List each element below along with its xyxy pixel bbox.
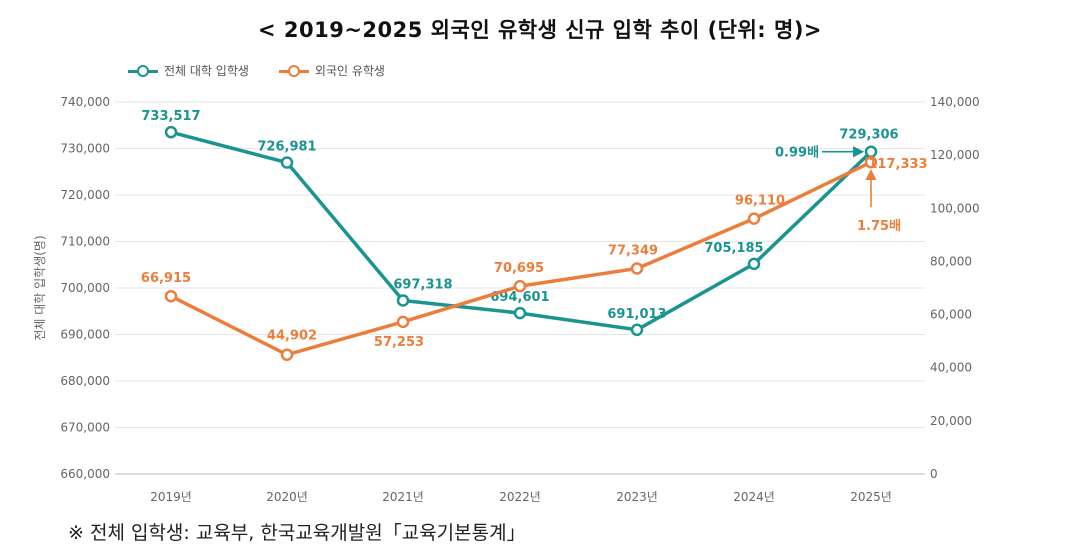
data-label: 44,902 bbox=[267, 329, 317, 344]
y-left-tick-label: 660,000 bbox=[60, 467, 110, 481]
data-point bbox=[396, 315, 410, 329]
data-point bbox=[280, 348, 294, 361]
data-point bbox=[864, 155, 878, 169]
legend-label-foreign: 외국인 유학생 bbox=[314, 64, 385, 78]
data-point bbox=[747, 257, 761, 271]
data-label: 729,306 bbox=[839, 128, 898, 143]
y-left-tick-label: 700,000 bbox=[60, 281, 110, 295]
x-tick-label: 2019년 bbox=[150, 490, 192, 504]
data-label: 733,517 bbox=[141, 109, 200, 124]
x-tick-label: 2021년 bbox=[382, 490, 424, 504]
data-label: 77,349 bbox=[608, 243, 658, 258]
source-note: ※ 전체 입학생: 교육부, 한국교육개발원「교육기본통계」 bbox=[68, 522, 526, 544]
y-left-tick-label: 670,000 bbox=[60, 421, 110, 435]
y-left-tick-label: 740,000 bbox=[60, 95, 110, 109]
data-point bbox=[164, 125, 178, 139]
series-line-foreign bbox=[170, 160, 872, 357]
annotation-total: 0.99배 bbox=[775, 145, 819, 161]
y-right-tick-label: 0 bbox=[930, 467, 938, 481]
data-point bbox=[396, 294, 410, 307]
x-tick-label: 2025년 bbox=[850, 490, 892, 504]
data-point bbox=[747, 212, 761, 225]
data-point bbox=[164, 289, 178, 303]
annotation-foreign: 1.75배 bbox=[857, 218, 901, 234]
data-point bbox=[630, 262, 644, 275]
y-left-tick-label: 710,000 bbox=[60, 235, 110, 249]
chart-legend: 전체 대학 입학생 외국인 유학생 bbox=[128, 62, 385, 79]
data-label: 697,318 bbox=[393, 277, 452, 292]
data-label: 96,110 bbox=[735, 194, 785, 209]
x-tick-label: 2020년 bbox=[266, 490, 308, 504]
y-right-tick-label: 100,000 bbox=[930, 201, 980, 215]
line-chart: 660,000 670,000 680,000 690,000 700,000 710,0… bbox=[33, 95, 980, 504]
y-right-tick-label: 140,000 bbox=[930, 95, 980, 109]
legend-label-total: 전체 대학 입학생 bbox=[164, 64, 249, 78]
data-point bbox=[864, 145, 878, 158]
legend-swatch-foreign bbox=[278, 64, 309, 77]
y-left-tick-label: 690,000 bbox=[60, 328, 110, 342]
data-label: 694,601 bbox=[490, 290, 549, 305]
data-label: 705,185 bbox=[704, 241, 763, 256]
data-label: 57,253 bbox=[374, 335, 424, 350]
y-right-tick-label: 120,000 bbox=[930, 148, 980, 162]
data-point bbox=[630, 323, 644, 337]
chart-title: < 2019~2025 외국인 유학생 신규 입학 추이 (단위: 명)> bbox=[257, 18, 823, 42]
y-axis-title: 전체 대학 입학생(명) bbox=[33, 235, 47, 340]
data-label: 117,333 bbox=[868, 157, 927, 172]
data-label: 691,013 bbox=[607, 307, 666, 322]
y-left-tick-label: 680,000 bbox=[60, 374, 110, 388]
legend-swatch-total bbox=[128, 64, 158, 77]
data-label: 726,981 bbox=[257, 140, 316, 155]
data-point bbox=[513, 279, 527, 293]
legend-item-total: 전체 대학 입학생 bbox=[128, 62, 249, 79]
legend-item-foreign: 외국인 유학생 bbox=[278, 62, 385, 79]
data-label: 66,915 bbox=[141, 271, 191, 286]
y-right-tick-label: 20,000 bbox=[930, 414, 972, 428]
data-label: 70,695 bbox=[494, 261, 544, 276]
y-right-tick-label: 60,000 bbox=[930, 308, 972, 322]
y-left-tick-label: 730,000 bbox=[60, 142, 110, 156]
x-tick-label: 2024년 bbox=[733, 490, 775, 504]
y-left-tick-label: 720,000 bbox=[60, 188, 110, 202]
x-tick-label: 2023년 bbox=[616, 490, 658, 504]
x-tick-label: 2022년 bbox=[499, 490, 541, 504]
data-point bbox=[280, 156, 294, 169]
y-right-tick-label: 40,000 bbox=[930, 361, 972, 375]
y-right-tick-label: 80,000 bbox=[930, 254, 972, 268]
data-point bbox=[513, 306, 527, 320]
